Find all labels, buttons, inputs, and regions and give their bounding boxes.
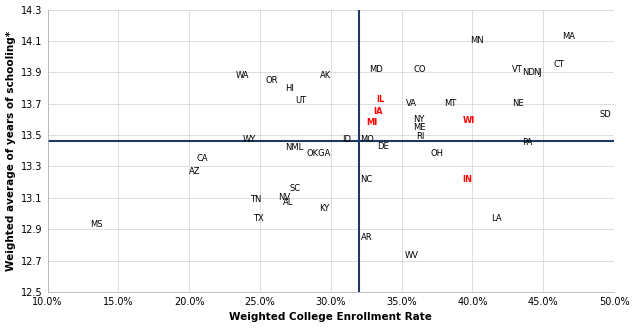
Text: ID: ID xyxy=(342,135,351,144)
Text: DE: DE xyxy=(378,142,389,151)
Y-axis label: Weighted average of years of schooling*: Weighted average of years of schooling* xyxy=(6,31,15,271)
Text: AR: AR xyxy=(361,233,372,242)
Text: AK: AK xyxy=(319,71,331,80)
Text: OH: OH xyxy=(430,150,443,158)
Text: LA: LA xyxy=(491,214,502,223)
Text: WI: WI xyxy=(462,116,475,126)
Text: WV: WV xyxy=(404,252,418,260)
Text: VA: VA xyxy=(406,99,417,108)
Text: MI: MI xyxy=(366,118,378,127)
Text: NV: NV xyxy=(279,194,291,202)
Text: MA: MA xyxy=(562,32,575,41)
Text: ME: ME xyxy=(413,123,425,132)
Text: NY: NY xyxy=(413,115,424,124)
Text: HI: HI xyxy=(286,84,295,92)
X-axis label: Weighted College Enrollment Rate: Weighted College Enrollment Rate xyxy=(229,313,432,322)
Text: SC: SC xyxy=(290,184,301,193)
Text: CO: CO xyxy=(413,65,425,74)
Text: UT: UT xyxy=(295,96,307,105)
Text: NJ: NJ xyxy=(533,68,542,77)
Text: NC: NC xyxy=(361,174,373,184)
Text: SD: SD xyxy=(600,110,612,119)
Text: IA: IA xyxy=(373,107,383,116)
Text: OR: OR xyxy=(265,76,278,85)
Text: OKGA: OKGA xyxy=(307,150,331,158)
Text: AL: AL xyxy=(283,198,293,207)
Text: TX: TX xyxy=(253,214,264,223)
Text: PA: PA xyxy=(522,138,532,148)
Text: TN: TN xyxy=(250,195,262,204)
Text: MS: MS xyxy=(90,220,103,229)
Text: MO: MO xyxy=(361,135,375,144)
Text: MN: MN xyxy=(470,36,483,46)
Text: WY: WY xyxy=(243,135,257,144)
Text: MT: MT xyxy=(444,99,457,108)
Text: IL: IL xyxy=(376,94,384,104)
Text: WA: WA xyxy=(236,71,250,80)
Text: CT: CT xyxy=(553,60,564,69)
Text: CA: CA xyxy=(196,154,208,163)
Text: NE: NE xyxy=(512,99,524,108)
Text: IN: IN xyxy=(462,174,472,184)
Text: VT: VT xyxy=(512,65,523,74)
Text: KY: KY xyxy=(319,204,330,213)
Text: MD: MD xyxy=(369,65,383,74)
Text: NML: NML xyxy=(286,143,304,152)
Text: ND: ND xyxy=(522,68,535,77)
Text: AZ: AZ xyxy=(189,167,201,176)
Text: RI: RI xyxy=(416,132,424,141)
